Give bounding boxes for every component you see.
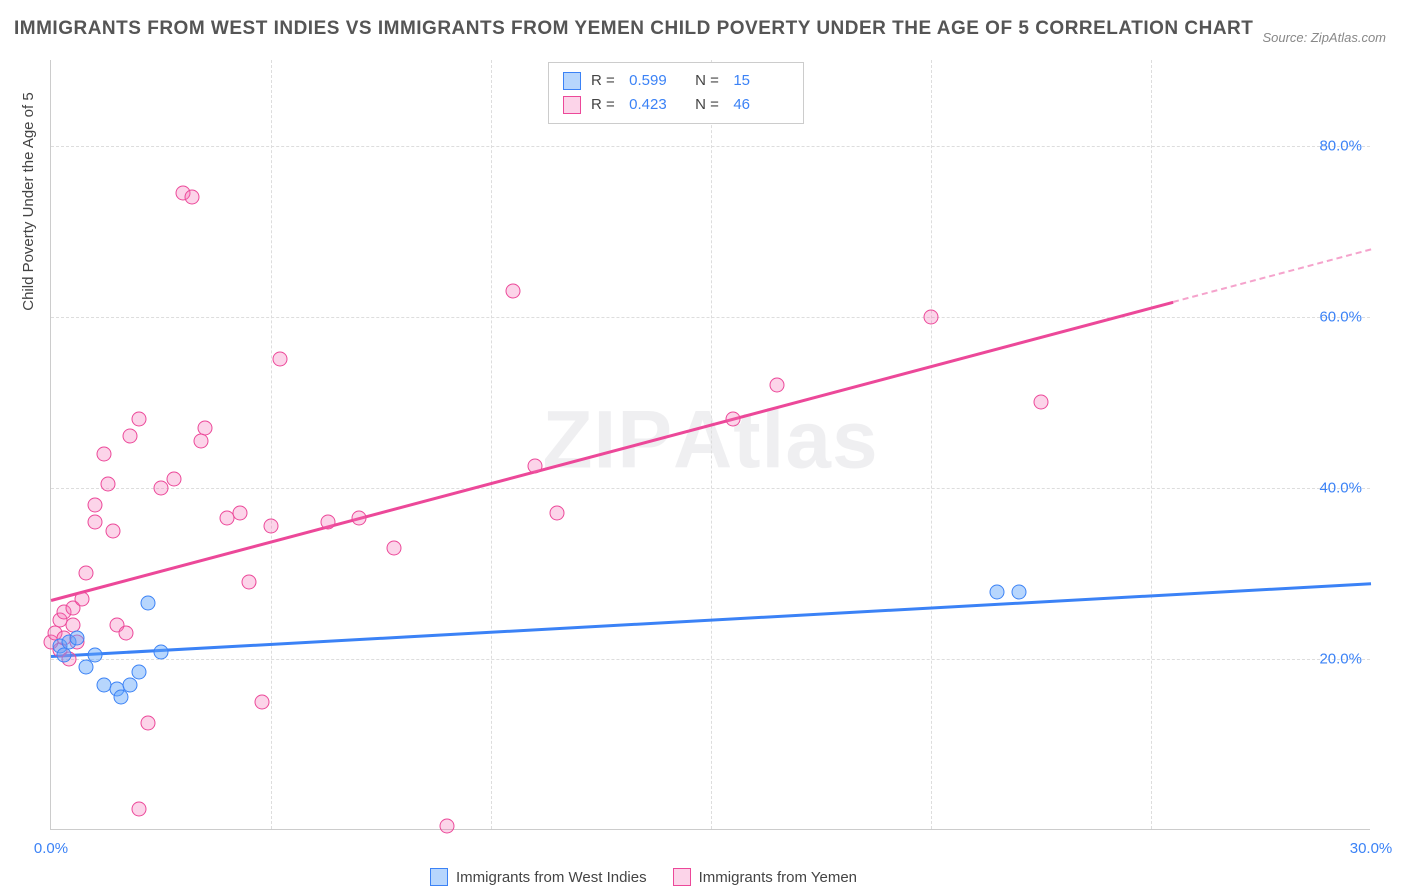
- y-tick-label: 20.0%: [1319, 650, 1362, 667]
- trend-line: [1173, 248, 1372, 303]
- x-tick-label: 0.0%: [34, 840, 68, 857]
- swatch-yemen: [673, 868, 691, 886]
- scatter-point: [57, 647, 72, 662]
- r-label: R =: [591, 69, 625, 93]
- scatter-point: [264, 519, 279, 534]
- scatter-point: [101, 476, 116, 491]
- n-value-yemen: 46: [733, 93, 789, 117]
- scatter-point: [255, 694, 270, 709]
- stats-row-west-indies: R = 0.599 N = 15: [563, 69, 789, 93]
- scatter-point: [140, 596, 155, 611]
- gridline-v: [491, 60, 492, 829]
- scatter-point: [272, 352, 287, 367]
- n-label: N =: [695, 69, 729, 93]
- scatter-point: [528, 459, 543, 474]
- source-attribution: Source: ZipAtlas.com: [1262, 30, 1386, 45]
- r-label: R =: [591, 93, 625, 117]
- scatter-point: [96, 446, 111, 461]
- x-tick-label: 30.0%: [1350, 840, 1393, 857]
- scatter-point: [726, 412, 741, 427]
- scatter-point: [132, 412, 147, 427]
- legend: Immigrants from West Indies Immigrants f…: [430, 868, 857, 886]
- scatter-point: [242, 574, 257, 589]
- scatter-point: [105, 523, 120, 538]
- swatch-west-indies: [430, 868, 448, 886]
- scatter-point: [118, 626, 133, 641]
- scatter-point: [233, 506, 248, 521]
- scatter-point: [352, 510, 367, 525]
- scatter-point: [74, 592, 89, 607]
- stats-row-yemen: R = 0.423 N = 46: [563, 93, 789, 117]
- y-tick-label: 40.0%: [1319, 479, 1362, 496]
- correlation-stats-box: R = 0.599 N = 15 R = 0.423 N = 46: [548, 62, 804, 124]
- plot-area: ZIPAtlas 20.0%40.0%60.0%80.0%0.0%30.0%: [50, 60, 1370, 830]
- y-tick-label: 60.0%: [1319, 308, 1362, 325]
- scatter-point: [387, 540, 402, 555]
- scatter-point: [123, 429, 138, 444]
- scatter-point: [770, 378, 785, 393]
- scatter-point: [79, 660, 94, 675]
- scatter-point: [88, 515, 103, 530]
- gridline-v: [1151, 60, 1152, 829]
- scatter-point: [132, 664, 147, 679]
- scatter-point: [440, 818, 455, 833]
- gridline-v: [931, 60, 932, 829]
- scatter-point: [1012, 585, 1027, 600]
- scatter-point: [132, 801, 147, 816]
- swatch-yemen: [563, 96, 581, 114]
- r-value-yemen: 0.423: [629, 93, 685, 117]
- chart-title: IMMIGRANTS FROM WEST INDIES VS IMMIGRANT…: [14, 18, 1253, 40]
- r-value-west-indies: 0.599: [629, 69, 685, 93]
- scatter-point: [198, 420, 213, 435]
- swatch-west-indies: [563, 72, 581, 90]
- scatter-point: [79, 566, 94, 581]
- y-axis-label: Child Poverty Under the Age of 5: [20, 92, 37, 310]
- scatter-point: [924, 309, 939, 324]
- scatter-point: [184, 189, 199, 204]
- y-tick-label: 80.0%: [1319, 137, 1362, 154]
- legend-label-west-indies: Immigrants from West Indies: [456, 869, 647, 886]
- scatter-point: [154, 645, 169, 660]
- scatter-point: [193, 433, 208, 448]
- scatter-point: [140, 716, 155, 731]
- scatter-point: [321, 515, 336, 530]
- scatter-point: [167, 472, 182, 487]
- gridline-v: [711, 60, 712, 829]
- scatter-point: [154, 480, 169, 495]
- gridline-v: [271, 60, 272, 829]
- legend-item-yemen: Immigrants from Yemen: [673, 868, 857, 886]
- scatter-point: [70, 630, 85, 645]
- legend-item-west-indies: Immigrants from West Indies: [430, 868, 647, 886]
- n-label: N =: [695, 93, 729, 117]
- scatter-point: [114, 690, 129, 705]
- legend-label-yemen: Immigrants from Yemen: [699, 869, 857, 886]
- scatter-point: [88, 497, 103, 512]
- scatter-point: [990, 585, 1005, 600]
- scatter-point: [88, 647, 103, 662]
- trend-line: [51, 301, 1174, 602]
- n-value-west-indies: 15: [733, 69, 789, 93]
- scatter-point: [123, 677, 138, 692]
- scatter-point: [506, 284, 521, 299]
- scatter-point: [1034, 395, 1049, 410]
- scatter-point: [550, 506, 565, 521]
